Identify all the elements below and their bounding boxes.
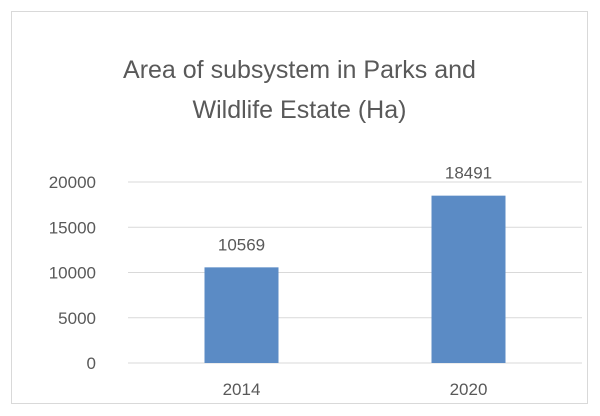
bar-2020 [431, 195, 506, 363]
y-tick-label: 10000 [49, 264, 96, 283]
data-label-2014: 10569 [218, 235, 265, 254]
y-tick-label: 20000 [49, 173, 96, 192]
data-labels: 10569 18491 [218, 164, 492, 255]
x-axis-ticks: 2014 2020 [223, 380, 488, 399]
bar-2014 [204, 267, 279, 363]
x-tick-label: 2014 [223, 380, 261, 399]
y-tick-label: 0 [87, 354, 96, 373]
y-axis-ticks: 0 5000 10000 15000 20000 [49, 173, 96, 373]
y-tick-label: 5000 [58, 309, 96, 328]
grid-lines [128, 181, 582, 364]
chart-title: Area of subsystem in Parks and Wildlife … [123, 56, 476, 124]
x-tick-label: 2020 [450, 380, 488, 399]
y-tick-label: 15000 [49, 218, 96, 237]
data-label-2020: 18491 [445, 164, 492, 183]
bars [204, 195, 506, 363]
